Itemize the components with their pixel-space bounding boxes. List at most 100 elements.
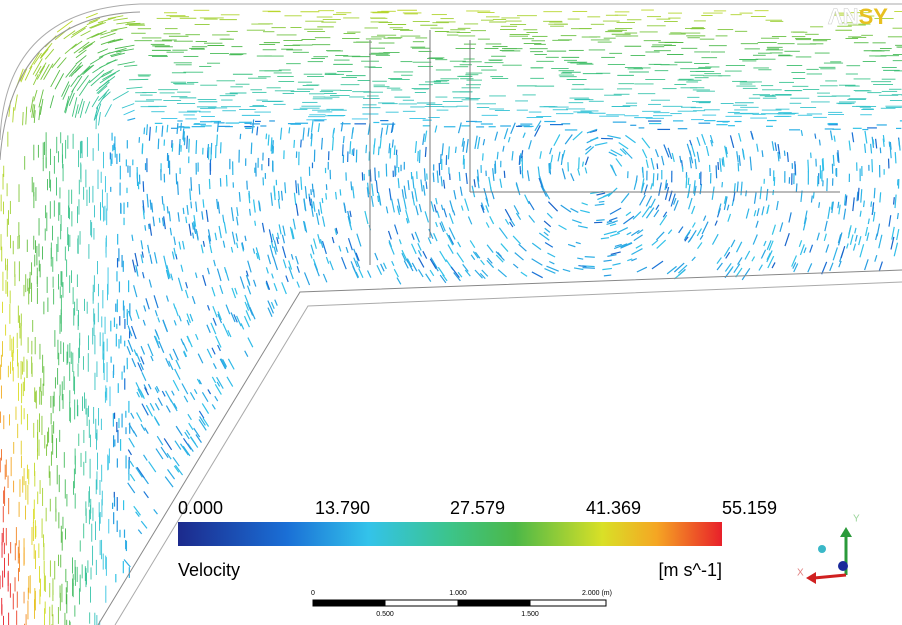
flow-vector <box>544 227 551 233</box>
flow-vector <box>169 353 174 361</box>
flow-vector <box>873 187 876 199</box>
flow-vector <box>520 271 528 277</box>
flow-vector <box>149 402 155 411</box>
flow-vector <box>779 222 784 233</box>
flow-vector <box>489 216 495 225</box>
flow-vector <box>435 197 438 205</box>
flow-vector <box>312 201 316 212</box>
flow-vector <box>230 312 236 323</box>
flow-vector <box>488 176 492 190</box>
flow-vector <box>142 181 145 192</box>
flow-vector <box>572 130 583 141</box>
colorbar-label: 41.369 <box>586 498 641 518</box>
flow-vector <box>181 383 189 395</box>
flow-vector <box>312 189 315 198</box>
flow-vector <box>422 185 426 196</box>
flow-vector <box>140 240 144 250</box>
flow-vector <box>157 317 161 323</box>
flow-vector <box>436 210 440 218</box>
flow-vector <box>584 256 595 258</box>
scale-label: 1.500 <box>521 611 539 618</box>
flow-vector <box>485 222 490 228</box>
flow-vector <box>581 161 585 167</box>
flow-vector <box>183 131 186 142</box>
flow-vector <box>24 65 33 81</box>
flow-vector <box>603 259 612 262</box>
flow-vector <box>433 204 438 213</box>
flow-vector <box>689 157 692 169</box>
flow-vector <box>417 269 424 278</box>
flow-vector <box>896 229 900 241</box>
flow-vector <box>248 208 252 216</box>
flow-vector <box>136 391 141 398</box>
flow-vector <box>96 79 110 92</box>
flow-vector <box>889 141 892 150</box>
flow-vector <box>311 183 314 193</box>
flow-vector <box>645 207 655 219</box>
flow-vector <box>603 274 612 277</box>
flow-vector <box>140 356 145 365</box>
flow-vector <box>737 257 743 265</box>
flow-vector <box>792 262 797 269</box>
flow-vector <box>195 434 202 443</box>
flow-vector <box>397 198 402 212</box>
flow-vector <box>635 244 643 249</box>
flow-vector <box>198 410 205 419</box>
flow-vector <box>584 146 595 155</box>
flow-vector <box>744 250 751 260</box>
flow-vector <box>236 207 239 217</box>
flow-vector <box>239 276 245 289</box>
flow-vector <box>175 359 181 370</box>
flow-vector <box>212 363 217 370</box>
colorbar-label: 13.790 <box>315 498 370 518</box>
flow-vector <box>149 254 153 264</box>
flow-vector <box>36 65 46 80</box>
scale-label: 0 <box>311 590 315 597</box>
flow-vector <box>753 192 757 204</box>
flow-vector <box>411 191 414 199</box>
flow-vector <box>662 211 668 218</box>
flow-vector <box>186 135 189 149</box>
flow-vector <box>185 216 188 224</box>
flow-vector <box>217 313 223 324</box>
flow-vector <box>602 192 611 198</box>
flow-vector <box>763 240 767 247</box>
flow-vector <box>342 136 345 144</box>
flow-vector <box>495 254 504 263</box>
flow-vector <box>106 59 118 64</box>
flow-vector <box>343 202 347 213</box>
flow-vector <box>49 95 55 109</box>
flow-vector <box>833 135 836 142</box>
flow-vector <box>443 179 446 189</box>
flow-vector <box>334 191 338 200</box>
flow-vector <box>403 197 407 210</box>
flow-vector <box>852 197 855 212</box>
flow-vector <box>302 220 307 232</box>
flow-vector <box>543 220 552 228</box>
flow-vector <box>214 232 218 241</box>
flow-vector <box>261 222 265 233</box>
flow-vector <box>494 131 499 141</box>
flow-vector <box>688 230 697 242</box>
flow-vector <box>195 333 199 341</box>
flow-vector <box>79 100 85 118</box>
flow-vector <box>276 237 279 245</box>
flow-vector <box>30 96 34 113</box>
flow-vector <box>414 188 418 202</box>
flow-vector <box>511 151 514 161</box>
flow-vector <box>736 181 739 192</box>
flow-vector <box>694 158 697 170</box>
flow-vector <box>85 12 98 19</box>
flow-vector <box>486 259 495 269</box>
flow-vector <box>655 204 660 211</box>
flow-vector <box>353 248 359 261</box>
flow-vector <box>758 264 763 271</box>
flow-vector <box>180 338 185 346</box>
flow-vector <box>443 208 448 218</box>
flow-vector <box>245 270 249 277</box>
flow-vector <box>270 137 273 152</box>
flow-vector <box>623 215 635 225</box>
flow-vector <box>420 179 423 192</box>
flow-vector <box>175 425 183 437</box>
flow-vector <box>144 387 150 396</box>
